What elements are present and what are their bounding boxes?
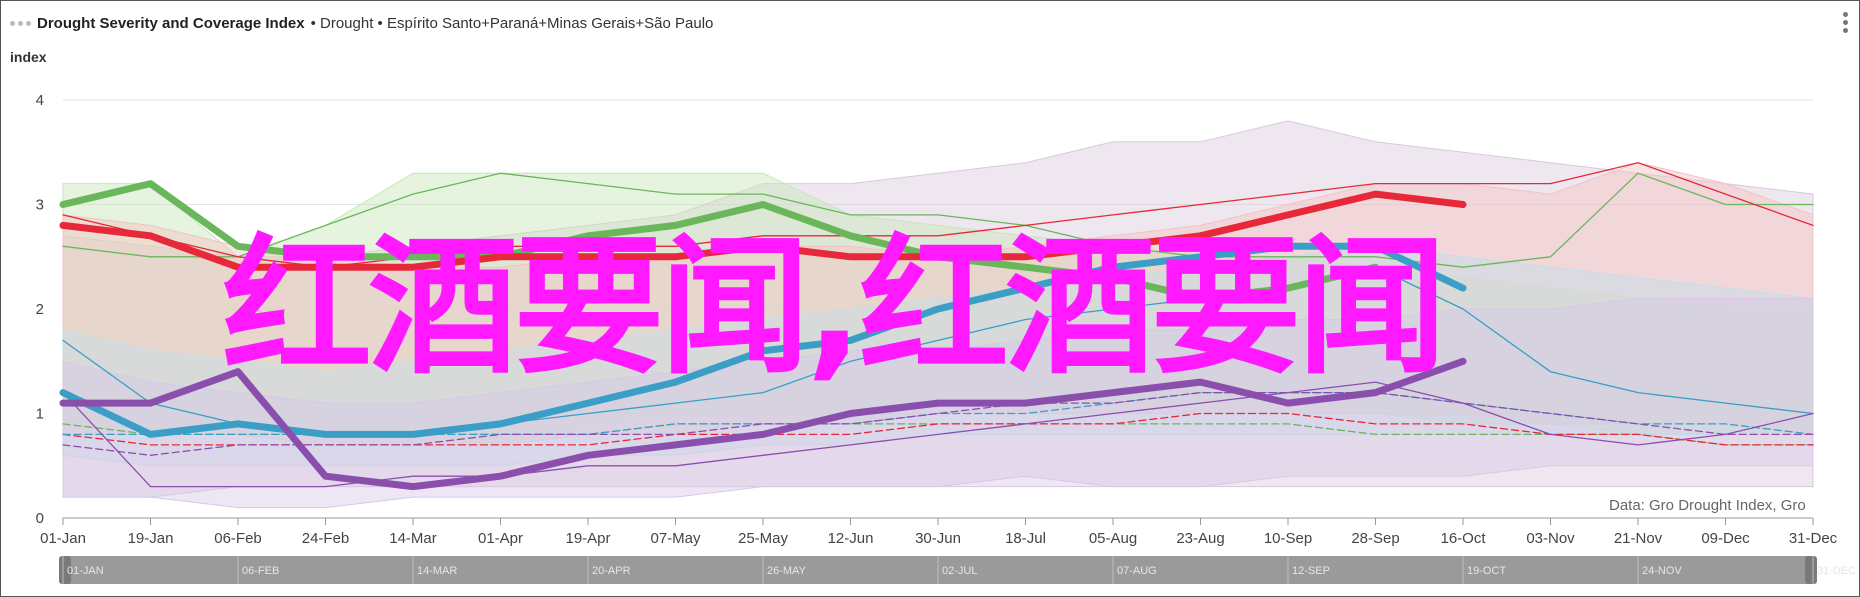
navigator-tick-label: 07-AUG — [1117, 565, 1157, 577]
x-tick-label: 24-Feb — [302, 530, 350, 547]
navigator-tick-label: 14-MAR — [417, 565, 457, 577]
y-tick-label: 3 — [36, 197, 44, 214]
navigator-tick-label: 12-SEP — [1292, 565, 1330, 577]
navigator-tick-label: 02-JUL — [942, 565, 977, 577]
x-tick-label: 12-Jun — [828, 530, 874, 547]
x-tick-label: 05-Aug — [1089, 530, 1137, 547]
series-line — [62, 391, 1814, 456]
series-line — [59, 190, 1467, 271]
x-tick-label: 19-Jan — [128, 530, 174, 547]
series-line — [59, 180, 1379, 302]
x-tick-label: 23-Aug — [1176, 530, 1224, 547]
navigator-tick-label: 20-APR — [592, 565, 631, 577]
x-tick-label: 19-Apr — [565, 530, 610, 547]
x-tick-label: 30-Jun — [915, 530, 961, 547]
series-line — [62, 172, 1814, 268]
chart-title: Drought Severity and Coverage Index — [37, 14, 305, 32]
x-tick-label: 14-Mar — [389, 530, 437, 547]
chart-header: Drought Severity and Coverage Index • Dr… — [10, 12, 713, 34]
x-tick-label: 25-May — [738, 530, 789, 547]
more-menu-icon[interactable] — [1843, 12, 1848, 33]
navigator-tick-label: 26-MAY — [767, 565, 807, 577]
y-tick-label: 0 — [36, 510, 44, 527]
x-tick-label: 01-Apr — [478, 530, 523, 547]
navigator-tick-label: 19-OCT — [1467, 565, 1506, 577]
y-tick-label: 4 — [36, 92, 44, 109]
navigator-tick-label: 24-NOV — [1642, 565, 1682, 577]
navigator-handle-left — [59, 556, 71, 584]
x-tick-label: 06-Feb — [214, 530, 262, 547]
series-line — [59, 242, 1467, 438]
x-tick-label: 03-Nov — [1526, 530, 1575, 547]
x-tick-label: 18-Jul — [1005, 530, 1046, 547]
chart-subtitle: • Drought • Espírito Santo+Paraná+Minas … — [310, 14, 714, 32]
y-tick-label: 2 — [36, 301, 44, 318]
x-tick-label: 16-Oct — [1440, 530, 1486, 547]
navigator-handle-right — [1805, 556, 1817, 584]
navigator-tick-label: 06-FEB — [242, 565, 279, 577]
navigator-tick-label: 31-DEC — [1817, 565, 1856, 577]
y-axis-label: index — [10, 49, 47, 65]
y-tick-label: 1 — [36, 406, 44, 423]
drag-handle-icon[interactable] — [10, 20, 31, 26]
x-tick-label: 10-Sep — [1264, 530, 1312, 547]
x-tick-label: 09-Dec — [1701, 530, 1750, 547]
x-tick-label: 01-Jan — [40, 530, 86, 547]
navigator-tick-label: 01-JAN — [67, 565, 104, 577]
watermark-text: 红酒要闻,红酒要闻 — [222, 221, 1447, 395]
x-tick-label: 28-Sep — [1351, 530, 1399, 547]
x-tick-label: 07-May — [650, 530, 701, 547]
series-line — [59, 357, 1467, 491]
x-tick-label: 21-Nov — [1614, 530, 1663, 547]
x-tick-label: 31-Dec — [1789, 530, 1838, 547]
data-credit: Data: Gro Drought Index, Gro — [1597, 494, 1818, 516]
